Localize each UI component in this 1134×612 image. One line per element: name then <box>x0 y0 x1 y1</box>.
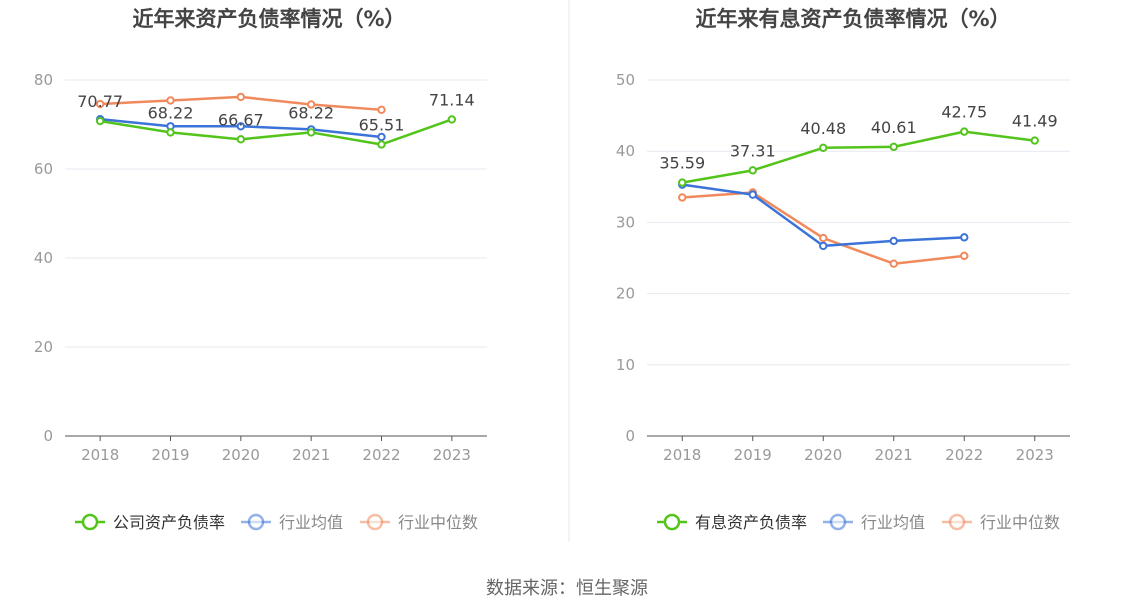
data-point <box>960 127 969 136</box>
data-point <box>889 259 898 268</box>
data-point <box>166 128 175 137</box>
x-tick-label: 2018 <box>663 446 701 464</box>
legend-marker-icon <box>81 513 99 531</box>
x-tick-label: 2023 <box>433 446 471 464</box>
data-point <box>236 92 246 102</box>
data-label: 35.59 <box>659 154 705 173</box>
data-point <box>960 251 969 261</box>
y-tick-label: 0 <box>43 427 53 445</box>
data-point <box>678 178 687 187</box>
chart-2: 近年来有息资产负债率情况（%） 0 10 20 30 40 50 2018 2019 2020 20… <box>616 7 1070 532</box>
y-tick-label: 20 <box>616 285 635 303</box>
legend-label: 行业均值 <box>861 513 925 532</box>
y-tick-label: 40 <box>34 249 53 267</box>
data-label: 68.22 <box>288 103 334 122</box>
data-point <box>95 99 105 109</box>
y-tick-label: 80 <box>34 71 53 89</box>
data-point <box>889 236 898 246</box>
x-tick-label: 2021 <box>292 446 330 464</box>
data-point <box>819 143 828 152</box>
data-point <box>306 128 316 137</box>
data-point <box>960 233 969 242</box>
x-tick-label: 2021 <box>875 446 913 464</box>
data-point <box>819 241 828 251</box>
legend-item-2: 行业均值 <box>241 513 343 532</box>
x-tick-label: 2019 <box>151 446 189 464</box>
legend-item-3: 行业中位数 <box>942 513 1060 532</box>
legend-marker-icon <box>247 513 265 531</box>
x-tick-label: 2020 <box>804 446 842 464</box>
legend-marker-icon <box>948 513 966 531</box>
chart-title: 近年来有息资产负债率情况（%） <box>695 7 1010 31</box>
data-point <box>377 132 386 142</box>
y-tick-label: 60 <box>34 160 53 178</box>
data-point <box>377 140 386 149</box>
data-point <box>377 105 386 115</box>
x-tick-label: 2019 <box>734 446 772 464</box>
legend-label: 行业中位数 <box>398 513 478 532</box>
x-tick-label: 2020 <box>222 446 260 464</box>
data-point <box>889 142 898 152</box>
data-point <box>166 96 175 105</box>
data-label: 40.61 <box>871 118 917 137</box>
legend-marker-icon <box>663 513 681 531</box>
data-label: 37.31 <box>730 141 776 160</box>
data-label: 66.67 <box>218 110 264 129</box>
data-source-note: 数据来源：恒生聚源 <box>486 578 648 599</box>
y-tick-label: 40 <box>616 142 635 160</box>
legend-label: 行业中位数 <box>980 513 1060 532</box>
x-tick-label: 2018 <box>81 446 119 464</box>
data-label: 71.14 <box>429 90 475 109</box>
data-label: 41.49 <box>1012 112 1058 131</box>
chart-1: 近年来资产负债率情况（%） 0 20 40 60 80 2018 2019 2020 2021 20… <box>34 7 487 532</box>
y-tick-label: 20 <box>34 338 53 356</box>
series-line-1 <box>682 130 1035 184</box>
y-tick-label: 0 <box>625 427 635 445</box>
data-label: 42.75 <box>941 103 987 122</box>
series-line-1 <box>99 118 453 146</box>
chart-title: 近年来资产负债率情况（%） <box>132 7 405 31</box>
x-tick-label: 2023 <box>1016 446 1054 464</box>
legend-marker-icon <box>366 513 384 531</box>
legend-marker-icon <box>829 513 847 531</box>
legend-item-1: 有息资产负债率 <box>657 513 807 532</box>
x-tick-label: 2022 <box>362 446 400 464</box>
data-point <box>236 135 246 144</box>
series-line-3 <box>682 191 965 265</box>
data-point <box>236 122 246 131</box>
data-point <box>306 100 316 109</box>
legend-label: 公司资产负债率 <box>113 513 225 532</box>
y-tick-label: 10 <box>616 356 635 374</box>
x-tick-label: 2022 <box>945 446 983 464</box>
legend-item-2: 行业均值 <box>823 513 925 532</box>
data-point <box>819 233 828 243</box>
data-point <box>95 116 105 126</box>
data-point <box>447 115 457 124</box>
legend-item-3: 行业中位数 <box>360 513 478 532</box>
data-label: 70.77 <box>77 92 123 111</box>
legend-label: 有息资产负债率 <box>695 513 807 532</box>
data-label: 40.48 <box>800 119 846 138</box>
data-point <box>748 190 757 199</box>
legend-label: 行业均值 <box>279 513 343 532</box>
data-label: 68.22 <box>148 103 194 122</box>
legend-item-1: 公司资产负债率 <box>75 513 225 532</box>
data-point <box>748 166 757 175</box>
data-label: 65.51 <box>359 115 405 134</box>
y-tick-label: 50 <box>616 71 635 89</box>
y-tick-label: 30 <box>616 213 635 231</box>
data-point <box>678 193 687 202</box>
data-point <box>1030 136 1039 145</box>
